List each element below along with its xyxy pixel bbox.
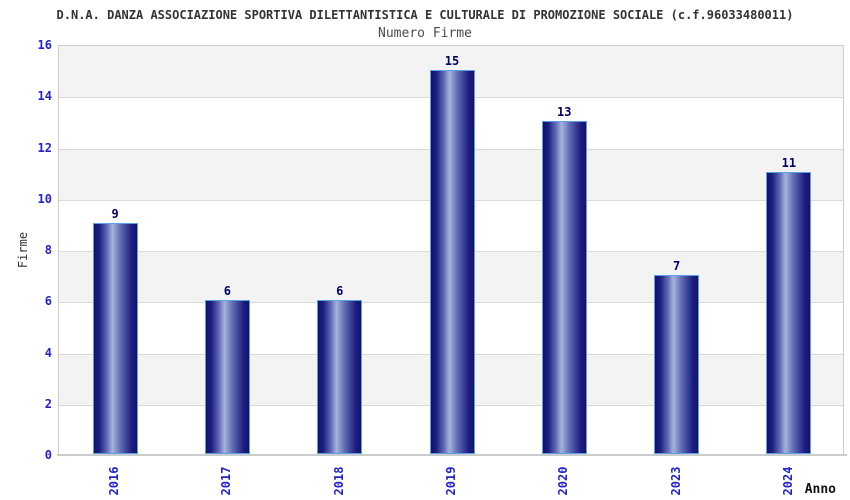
x-tick-label: 2024	[780, 466, 795, 496]
bar-2023	[654, 274, 700, 454]
bar-2020	[541, 120, 587, 454]
chart-subtitle: Numero Firme	[378, 26, 472, 41]
x-tick-label: 2019	[444, 466, 458, 496]
y-axis-title: Firme	[16, 231, 30, 269]
x-tick-label: 2023	[668, 466, 683, 496]
x-tick-label: 2020	[556, 466, 571, 496]
x-tick-label: 2017	[219, 466, 234, 496]
bar-value-label: 9	[111, 207, 119, 222]
y-tick-label: 8	[44, 243, 52, 257]
bar-value-label: 13	[557, 104, 572, 119]
y-tick-label: 0	[44, 448, 52, 462]
bar-2019	[429, 69, 475, 454]
bar-value-label: 6	[336, 284, 344, 299]
y-tick-label: 2	[44, 396, 52, 411]
bar-value-label: 7	[672, 258, 681, 273]
x-tick-label: 2016	[107, 466, 122, 496]
y-tick-label: 12	[37, 140, 52, 155]
x-axis-line	[57, 454, 847, 456]
bar-value-label: 11	[781, 156, 797, 171]
x-axis-title: Anno	[804, 482, 836, 497]
bar-value-label: 15	[444, 53, 460, 68]
bar-2017	[204, 300, 250, 454]
bar-2016	[92, 223, 138, 454]
bar-2018	[317, 300, 363, 454]
y-tick-label: 4	[44, 345, 52, 360]
chart-title: D.N.A. DANZA ASSOCIAZIONE SPORTIVA DILET…	[56, 8, 794, 22]
plot-area: 9 6 6 15 13 7 11	[58, 45, 844, 456]
bar-2024	[766, 172, 812, 454]
y-tick-label: 14	[37, 89, 52, 104]
y-tick-label: 10	[37, 191, 52, 206]
x-tick-label: 2018	[331, 466, 346, 496]
y-tick-label: 6	[44, 294, 52, 309]
y-tick-label: 16	[37, 38, 52, 52]
bar-value-label: 6	[223, 284, 232, 299]
